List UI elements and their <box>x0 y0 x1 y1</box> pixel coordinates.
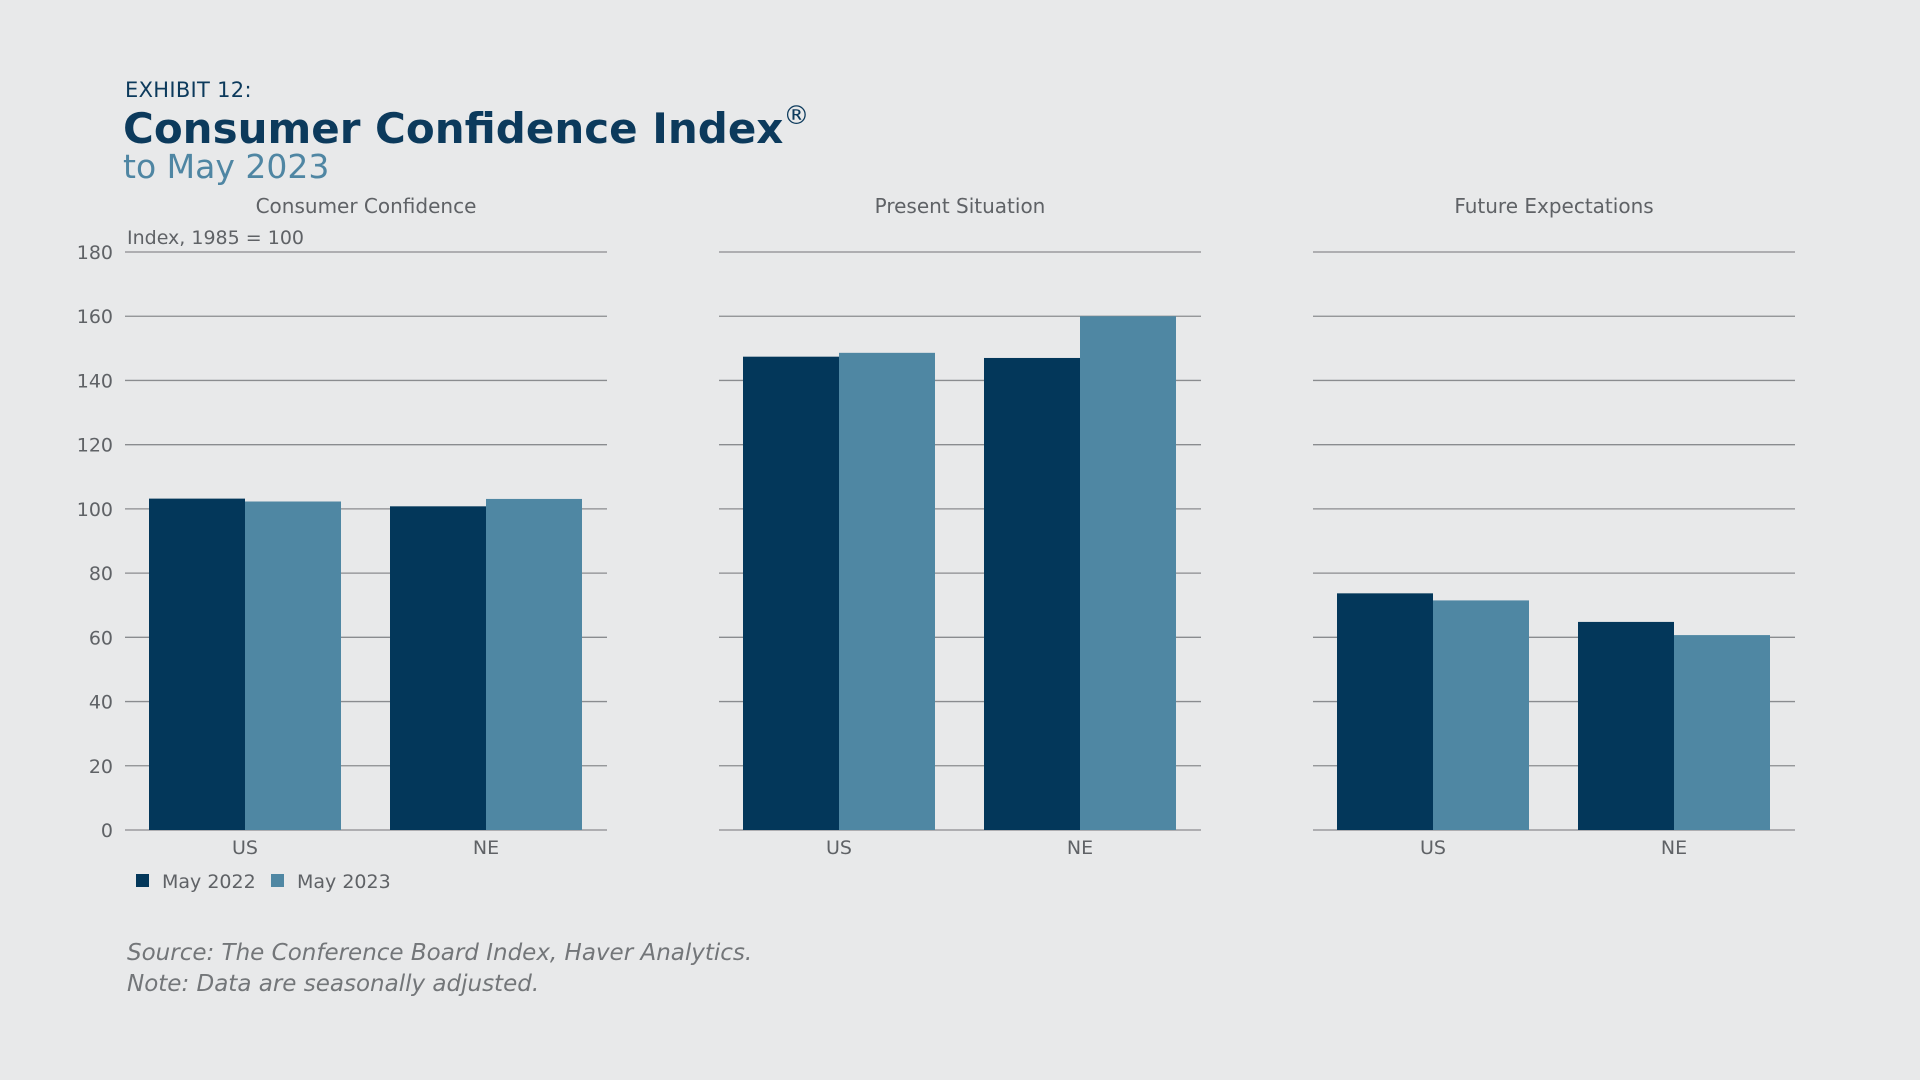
panel-title-3: Future Expectations <box>1454 194 1653 218</box>
page-subtitle: to May 2023 <box>123 147 330 186</box>
page-title: Consumer Confidence Index® <box>123 101 810 153</box>
bar-1-us-2022 <box>149 498 245 830</box>
y-tick-label-80: 80 <box>89 563 113 585</box>
category-label-2-us: US <box>826 837 852 859</box>
y-tick-label-40: 40 <box>89 692 113 714</box>
y-tick-label-120: 120 <box>77 435 113 457</box>
panel-title-2: Present Situation <box>875 194 1046 218</box>
legend-swatch-2023 <box>271 874 284 887</box>
source-notes: Source: The Conference Board Index, Have… <box>127 938 752 1000</box>
registered-mark: ® <box>783 101 810 131</box>
category-label-3-ne: NE <box>1661 837 1687 859</box>
source-line: Source: The Conference Board Index, Have… <box>127 940 753 966</box>
y-tick-label-0: 0 <box>101 820 113 842</box>
bar-2-ne-2023 <box>1080 316 1176 830</box>
bar-1-us-2023 <box>245 501 341 830</box>
category-label-2-ne: NE <box>1067 837 1093 859</box>
panel-title-1: Consumer Confidence <box>256 194 477 218</box>
bar-3-us-2023 <box>1433 600 1529 830</box>
y-tick-label-20: 20 <box>89 756 113 778</box>
category-label-3-us: US <box>1420 837 1446 859</box>
legend-label-2023: May 2023 <box>297 871 391 893</box>
y-tick-label-180: 180 <box>77 242 113 264</box>
bar-2-ne-2022 <box>984 357 1080 830</box>
bar-1-ne-2022 <box>390 506 486 830</box>
legend-swatch-2022 <box>136 874 149 887</box>
bar-2-us-2023 <box>839 352 935 830</box>
bar-3-ne-2023 <box>1674 635 1770 830</box>
y-tick-label-60: 60 <box>89 627 113 649</box>
category-label-1-us: US <box>232 837 258 859</box>
bar-1-ne-2023 <box>486 498 582 830</box>
bar-3-ne-2022 <box>1578 621 1674 830</box>
exhibit-number: EXHIBIT 12: <box>125 78 252 102</box>
y-axis-unit-label: Index, 1985 = 100 <box>127 227 304 249</box>
note-line: Note: Data are seasonally adjusted. <box>127 971 540 997</box>
category-label-1-ne: NE <box>473 837 499 859</box>
legend-label-2022: May 2022 <box>162 871 256 893</box>
bar-2-us-2022 <box>743 356 839 830</box>
y-tick-label-140: 140 <box>77 370 113 392</box>
title-text: Consumer Confidence Index <box>123 104 784 153</box>
y-tick-label-160: 160 <box>77 306 113 328</box>
bar-3-us-2022 <box>1337 593 1433 830</box>
y-tick-label-100: 100 <box>77 499 113 521</box>
